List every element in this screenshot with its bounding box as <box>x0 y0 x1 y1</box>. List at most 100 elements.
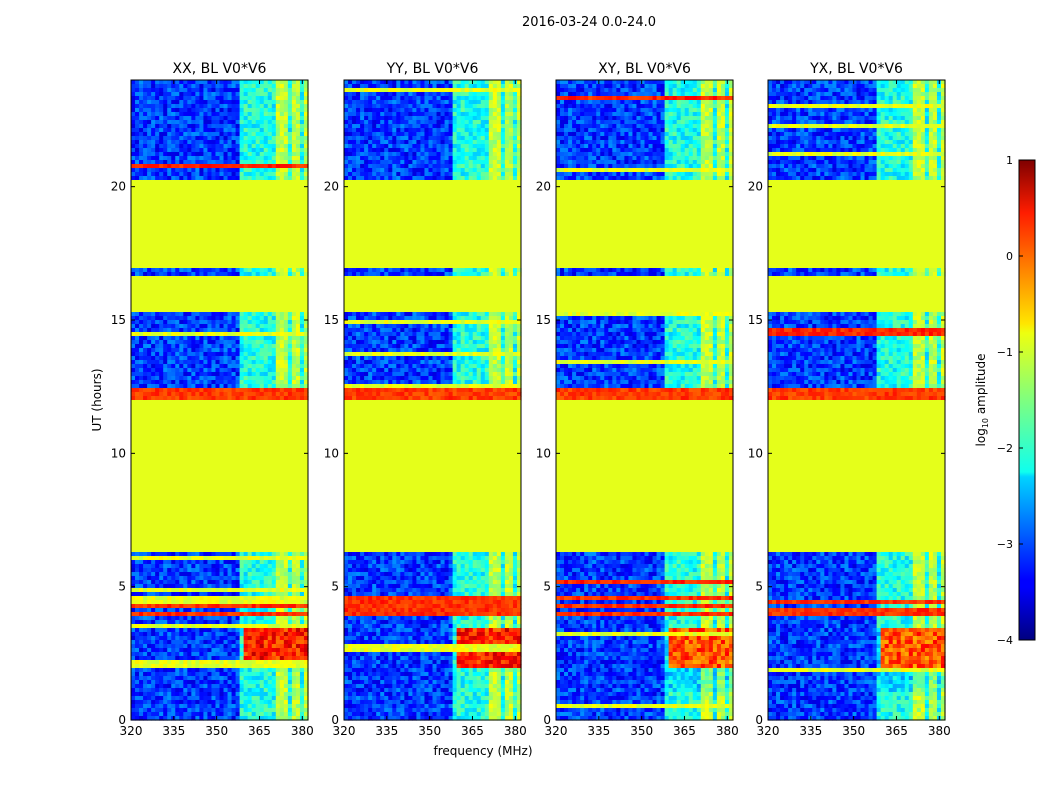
heatmap-cell <box>183 140 188 145</box>
heatmap-cell <box>295 88 301 93</box>
heatmap-cell <box>299 584 305 589</box>
heatmap-cell <box>147 604 152 609</box>
heatmap-cell <box>508 128 514 133</box>
heatmap-cell <box>231 612 237 617</box>
heatmap-cell <box>207 116 213 121</box>
heatmap-cell <box>267 608 273 613</box>
heatmap-cell <box>199 600 205 605</box>
heatmap-cell <box>271 100 277 105</box>
heatmap-cell <box>271 172 277 177</box>
heatmap-cell <box>199 92 205 97</box>
heatmap-cell <box>251 624 257 629</box>
heatmap-cell <box>295 708 301 713</box>
heatmap-cell <box>267 312 273 317</box>
heatmap-cell <box>231 560 237 565</box>
heatmap-cell <box>179 160 184 165</box>
heatmap-cell <box>287 352 293 357</box>
heatmap-cell <box>191 644 196 649</box>
heatmap-cell <box>404 124 409 129</box>
heatmap-cell <box>275 656 281 661</box>
heatmap-cell <box>263 552 269 557</box>
heatmap-cell <box>504 136 510 141</box>
heatmap-cell <box>259 156 265 161</box>
heatmap-cell <box>131 164 136 169</box>
flagged-row <box>131 252 308 257</box>
heatmap-cell <box>183 656 188 661</box>
heatmap-cell <box>191 668 196 673</box>
heatmap-cell <box>460 96 466 101</box>
heatmap-cell <box>484 120 490 125</box>
flagged-row <box>131 224 308 229</box>
heatmap-cell <box>275 716 281 721</box>
heatmap-cell <box>175 552 180 557</box>
heatmap-cell <box>199 88 205 93</box>
heatmap-cell <box>163 348 168 353</box>
heatmap-cell <box>155 600 160 605</box>
heatmap-cell <box>147 640 152 645</box>
heatmap-cell <box>191 148 196 153</box>
heatmap-cell <box>299 552 305 557</box>
heatmap-cell <box>299 700 305 705</box>
heatmap-cell <box>436 104 442 109</box>
heatmap-cell <box>295 132 301 137</box>
heatmap-cell <box>291 168 297 173</box>
heatmap-cell <box>255 636 261 641</box>
heatmap-cell <box>211 668 217 673</box>
heatmap-cell <box>283 716 289 721</box>
heatmap-cell <box>259 136 265 141</box>
heatmap-cell <box>287 656 293 661</box>
heatmap-cell <box>259 632 265 637</box>
heatmap-cell <box>227 660 233 665</box>
heatmap-cell <box>207 556 213 561</box>
heatmap-cell <box>207 348 213 353</box>
heatmap-cell <box>171 552 176 557</box>
heatmap-cell <box>299 600 305 605</box>
heatmap-cell <box>191 176 196 181</box>
heatmap-cell <box>227 268 233 273</box>
heatmap-cell <box>303 560 309 565</box>
heatmap-cell <box>436 108 442 113</box>
heatmap-cell <box>219 380 225 385</box>
heatmap-cell <box>424 124 430 129</box>
heatmap-cell <box>171 364 176 369</box>
heatmap-cell <box>247 640 253 645</box>
heatmap-cell <box>263 312 269 317</box>
heatmap-cell <box>235 132 241 137</box>
heatmap-cell <box>360 144 365 149</box>
heatmap-cell <box>303 572 309 577</box>
heatmap-cell <box>203 156 209 161</box>
heatmap-cell <box>223 120 229 125</box>
heatmap-cell <box>199 624 205 629</box>
heatmap-cell <box>480 132 486 137</box>
heatmap-cell <box>159 676 164 681</box>
heatmap-cell <box>195 380 200 385</box>
heatmap-cell <box>135 172 140 177</box>
heatmap-cell <box>203 704 209 709</box>
heatmap-cell <box>207 552 213 557</box>
heatmap-cell <box>492 148 498 153</box>
heatmap-cell <box>171 320 176 325</box>
heatmap-cell <box>135 552 140 557</box>
heatmap-cell <box>199 332 205 337</box>
heatmap-cell <box>163 596 168 601</box>
heatmap-cell <box>255 604 261 609</box>
heatmap-cell <box>135 592 140 597</box>
heatmap-cell <box>131 624 136 629</box>
heatmap-cell <box>175 624 180 629</box>
heatmap-cell <box>428 100 434 105</box>
heatmap-cell <box>348 136 353 141</box>
heatmap-cell <box>235 644 241 649</box>
heatmap-cell <box>211 632 217 637</box>
heatmap-cell <box>151 708 156 713</box>
heatmap-cell <box>283 588 289 593</box>
heatmap-cell <box>187 672 192 677</box>
heatmap-cell <box>279 108 285 113</box>
heatmap-cell <box>295 588 301 593</box>
heatmap-cell <box>219 716 225 721</box>
heatmap-cell <box>179 664 184 669</box>
heatmap-cell <box>223 132 229 137</box>
heatmap-cell <box>420 120 426 125</box>
heatmap-cell <box>424 116 430 121</box>
heatmap-cell <box>147 676 152 681</box>
heatmap-cell <box>299 644 305 649</box>
